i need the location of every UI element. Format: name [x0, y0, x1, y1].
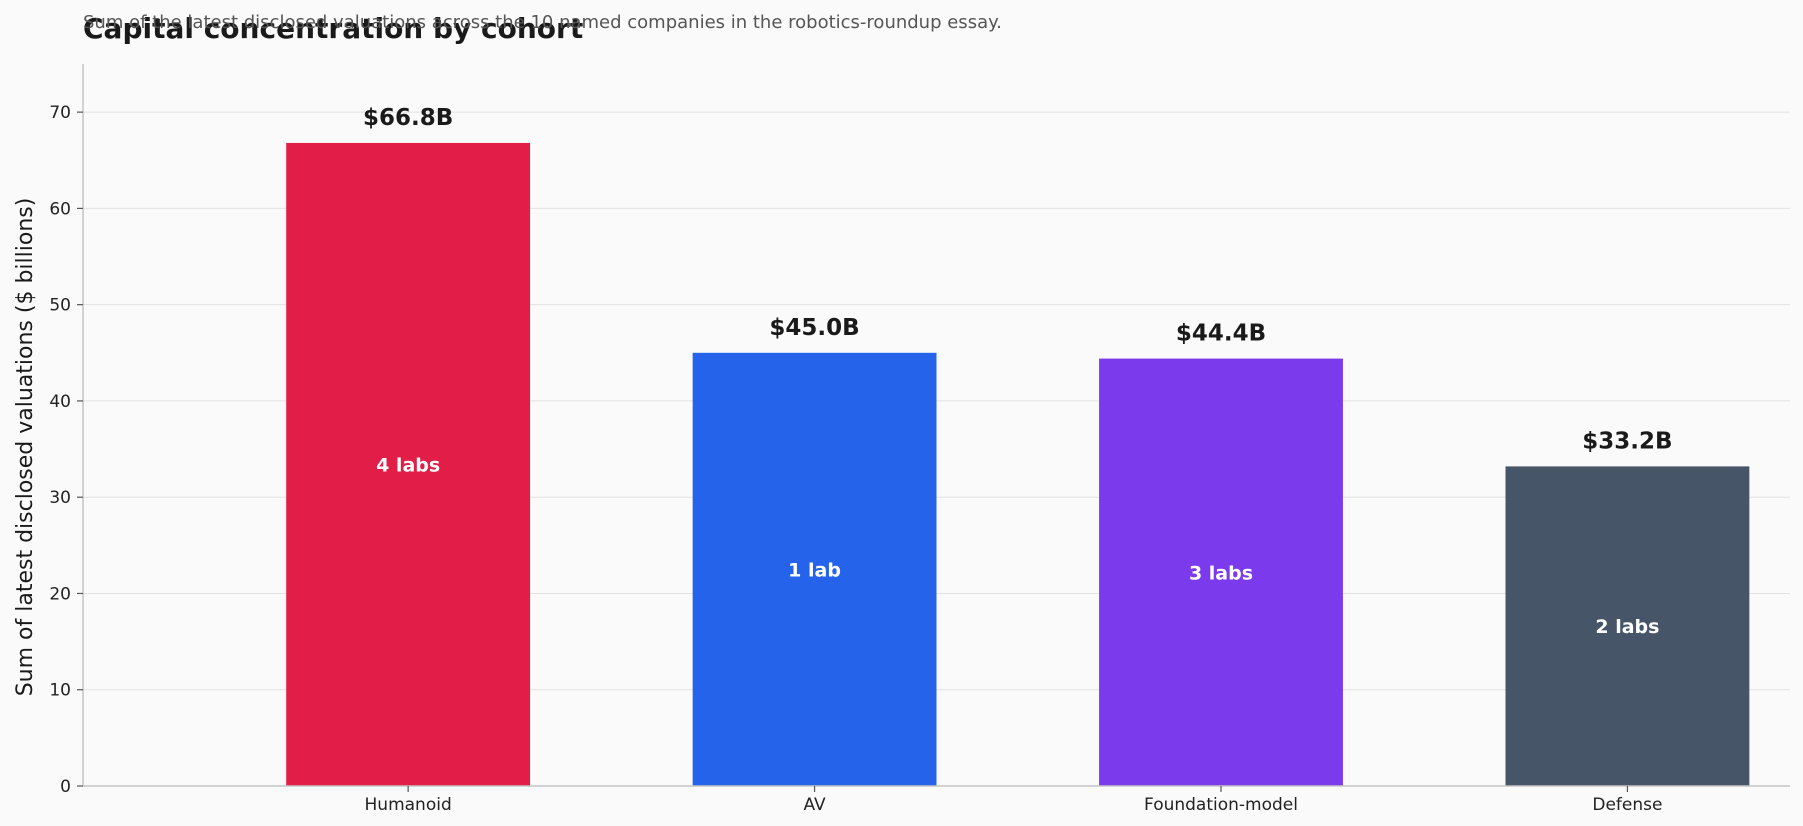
y-tick-label: 60: [49, 199, 71, 219]
chart-subtitle: Sum of the latest disclosed valuations a…: [83, 12, 1002, 33]
y-tick-label: 10: [49, 681, 71, 701]
x-tick-label: Humanoid: [365, 795, 452, 815]
y-tick-label: 70: [49, 103, 71, 123]
bar-labels: $66.8B 4 labs $45.0B 1 lab $44.4B 3 labs $33.2…: [363, 105, 1673, 638]
bar-defense: [1505, 466, 1750, 786]
axes: [82, 64, 1790, 787]
x-ticks: Humanoid AV Foundation-model Defense: [365, 786, 1662, 815]
y-tick-label: 0: [60, 777, 71, 797]
y-tick-label: 30: [49, 488, 71, 508]
value-label: $33.2B: [1582, 428, 1672, 454]
count-label: 4 labs: [376, 454, 440, 476]
bar-av: [692, 352, 937, 786]
y-tick-label: 20: [49, 584, 71, 604]
chart-title: Capital concentration by cohort: [83, 12, 583, 45]
x-tick-label: AV: [803, 795, 826, 815]
y-ticks: 0 10 20 30 40 50 60 70: [49, 103, 83, 797]
y-axis-label: Sum of latest disclosed valuations ($ bi…: [13, 198, 38, 697]
y-tick-label: 40: [49, 392, 71, 412]
value-label: $66.8B: [363, 105, 453, 131]
bar-foundation-model: [1099, 358, 1343, 786]
count-label: 1 lab: [788, 559, 841, 581]
value-label: $45.0B: [769, 315, 859, 341]
count-label: 3 labs: [1189, 562, 1253, 584]
count-label: 2 labs: [1595, 616, 1659, 638]
bars: [286, 142, 1750, 786]
x-tick-label: Defense: [1592, 795, 1662, 815]
x-tick-label: Foundation-model: [1144, 795, 1298, 815]
y-tick-label: 50: [49, 296, 71, 316]
bar-humanoid: [286, 142, 531, 786]
value-label: $44.4B: [1176, 321, 1266, 347]
